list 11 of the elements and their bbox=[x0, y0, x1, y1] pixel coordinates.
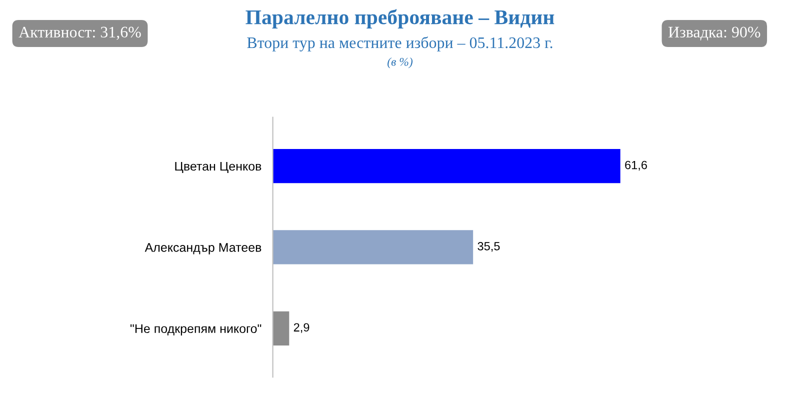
y-tick-label: Цветан Ценков bbox=[175, 162, 262, 174]
text: Извадка: 90% bbox=[668, 26, 760, 40]
data-label: 35,5 bbox=[478, 242, 500, 252]
text: (в %) bbox=[388, 57, 413, 68]
y-tick-label: Александър Матеев bbox=[144, 243, 262, 254]
chart-subtitle: Втори тур на местните избори – 05.11.2023 г. bbox=[247, 36, 552, 52]
y-tick-label: "Не подкрепям никого" bbox=[130, 324, 262, 336]
text: Активност: 31,6% bbox=[18, 26, 141, 40]
data-label: 61,6 bbox=[625, 160, 647, 171]
chart-title: Паралелно преброяване – Видин bbox=[246, 9, 554, 29]
data-label: 2,9 bbox=[294, 323, 310, 333]
